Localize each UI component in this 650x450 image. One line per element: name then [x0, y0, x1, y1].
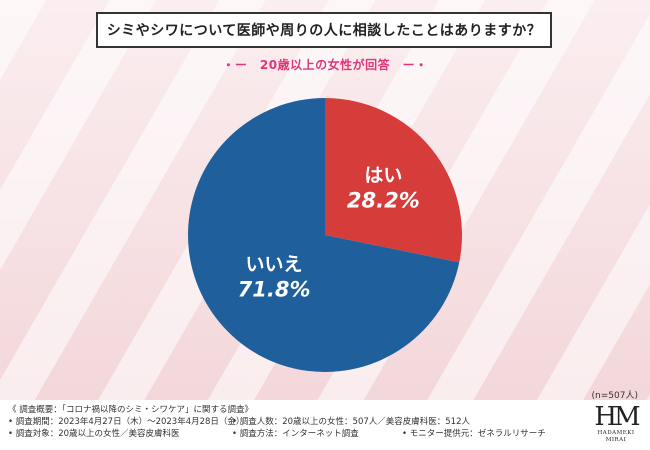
- chart-title-text: シミやシワについて医師や周りの人に相談したことはありますか？: [106, 23, 542, 39]
- pie-slice-0: [325, 98, 462, 263]
- logo-mark: HM: [594, 402, 640, 432]
- pie-slice-label-1: いいえ: [246, 254, 303, 276]
- pie-slice-value-1: 71.8%: [238, 278, 311, 302]
- survey-summary-title: 《 調査概要：「コロナ禍以降のシミ・シワケア」に関する調査》: [8, 405, 253, 415]
- survey-respondents: • 調査人数：20歳以上の女性：507人／美容皮膚科医：512人: [232, 417, 470, 427]
- pie-slice-value-0: 28.2%: [347, 188, 420, 212]
- pie-slice-label-0: はい: [364, 164, 402, 186]
- logo-name: HADAMEKI MIRAI: [597, 430, 635, 443]
- sample-size: (n=507人): [591, 391, 638, 401]
- chart-title: シミやシワについて医師や周りの人に相談したことはありますか？: [96, 12, 552, 48]
- survey-footer: 《 調査概要：「コロナ禍以降のシミ・シワケア」に関する調査》 • 調査期間：20…: [0, 400, 650, 450]
- chart-subtitle: ・ー 20歳以上の女性が回答 ー・: [222, 58, 428, 72]
- pie-slice-1: [187, 98, 460, 373]
- survey-target: • 調査対象：20歳以上の女性／美容皮膚科医: [8, 429, 180, 439]
- hadameki-mirai-logo: HM HADAMEKI MIRAI: [588, 404, 644, 444]
- survey-provider: • モニター提供元：ゼネラルリサーチ: [402, 429, 546, 439]
- survey-period: • 調査期間：2023年4月27日（木）〜2023年4月28日（金）: [8, 417, 245, 427]
- survey-method: • 調査方法：インターネット調査: [232, 429, 359, 439]
